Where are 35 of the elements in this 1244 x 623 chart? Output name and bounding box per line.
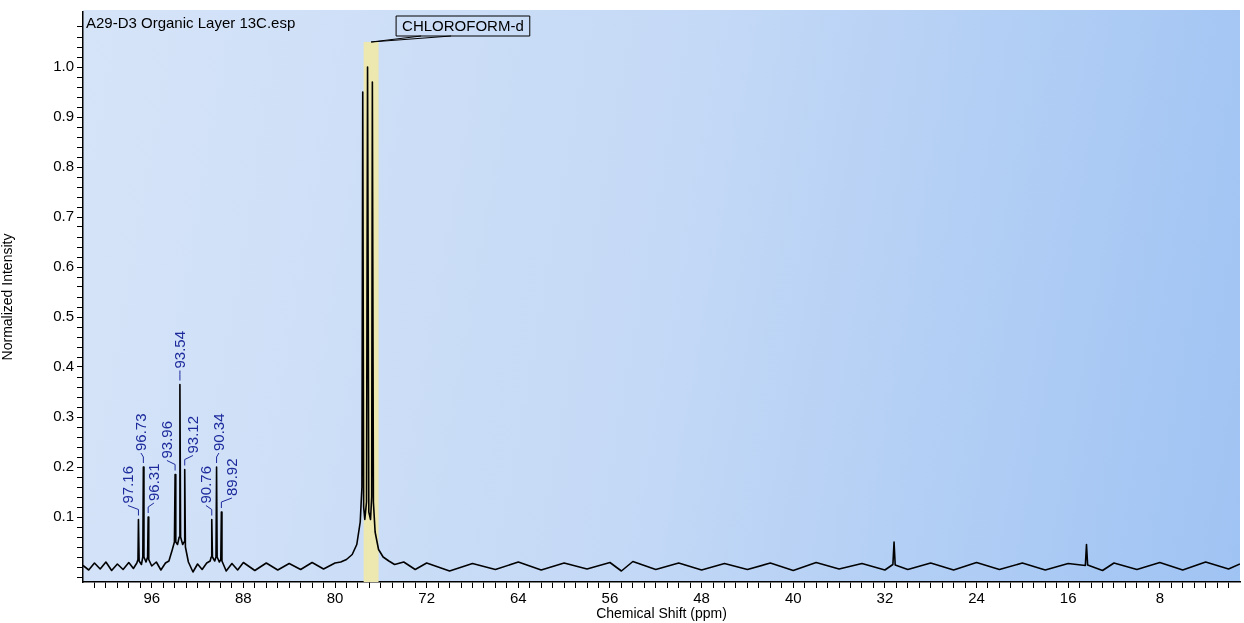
y-tick-label: 0.7	[53, 207, 74, 225]
annotation: 93.96	[158, 420, 176, 459]
y-tick-label: 0.2	[53, 457, 74, 475]
y-tick-label: 1.0	[53, 57, 74, 75]
x-tick-label: 96	[143, 589, 161, 607]
x-tick-label: 24	[968, 589, 985, 607]
x-tick-label: 48	[693, 589, 710, 607]
y-tick-label: 0.5	[53, 307, 74, 325]
y-tick-label: 0.6	[53, 257, 74, 275]
y-tick-label: 0.9	[53, 107, 74, 125]
x-tick-label: 16	[1059, 589, 1077, 607]
annotation: 90.34	[210, 413, 228, 451]
x-tick-label: 80	[326, 589, 344, 607]
y-axis-title: Normalized Intensity	[0, 233, 16, 361]
x-axis-title: Chemical Shift (ppm)	[596, 605, 727, 622]
y-tick-label: 0.3	[53, 407, 74, 425]
x-tick-label: 8	[1155, 589, 1164, 607]
x-tick-label: 64	[509, 589, 527, 607]
annotation: 93.12	[184, 415, 202, 454]
band-label: CHLOROFORM-d	[402, 17, 524, 35]
x-tick-label: 40	[784, 589, 802, 607]
x-tick-label: 32	[876, 589, 894, 607]
annotation: 89.92	[223, 458, 241, 496]
annotation: 97.16	[119, 465, 137, 504]
annotation: 90.76	[197, 465, 215, 504]
chart-title: A29-D3 Organic Layer 13C.esp	[86, 13, 296, 31]
annotation: 96.31	[145, 463, 163, 501]
y-tick-label: 0.1	[53, 507, 74, 525]
y-tick-label: 0.4	[53, 357, 74, 375]
y-tick-label: 0.8	[53, 157, 74, 175]
x-tick-label: 88	[235, 589, 252, 607]
x-tick-label: 72	[418, 589, 436, 607]
annotation: 93.54	[171, 330, 189, 369]
x-tick-label: 56	[601, 589, 619, 607]
annotation: 96.73	[132, 413, 150, 451]
